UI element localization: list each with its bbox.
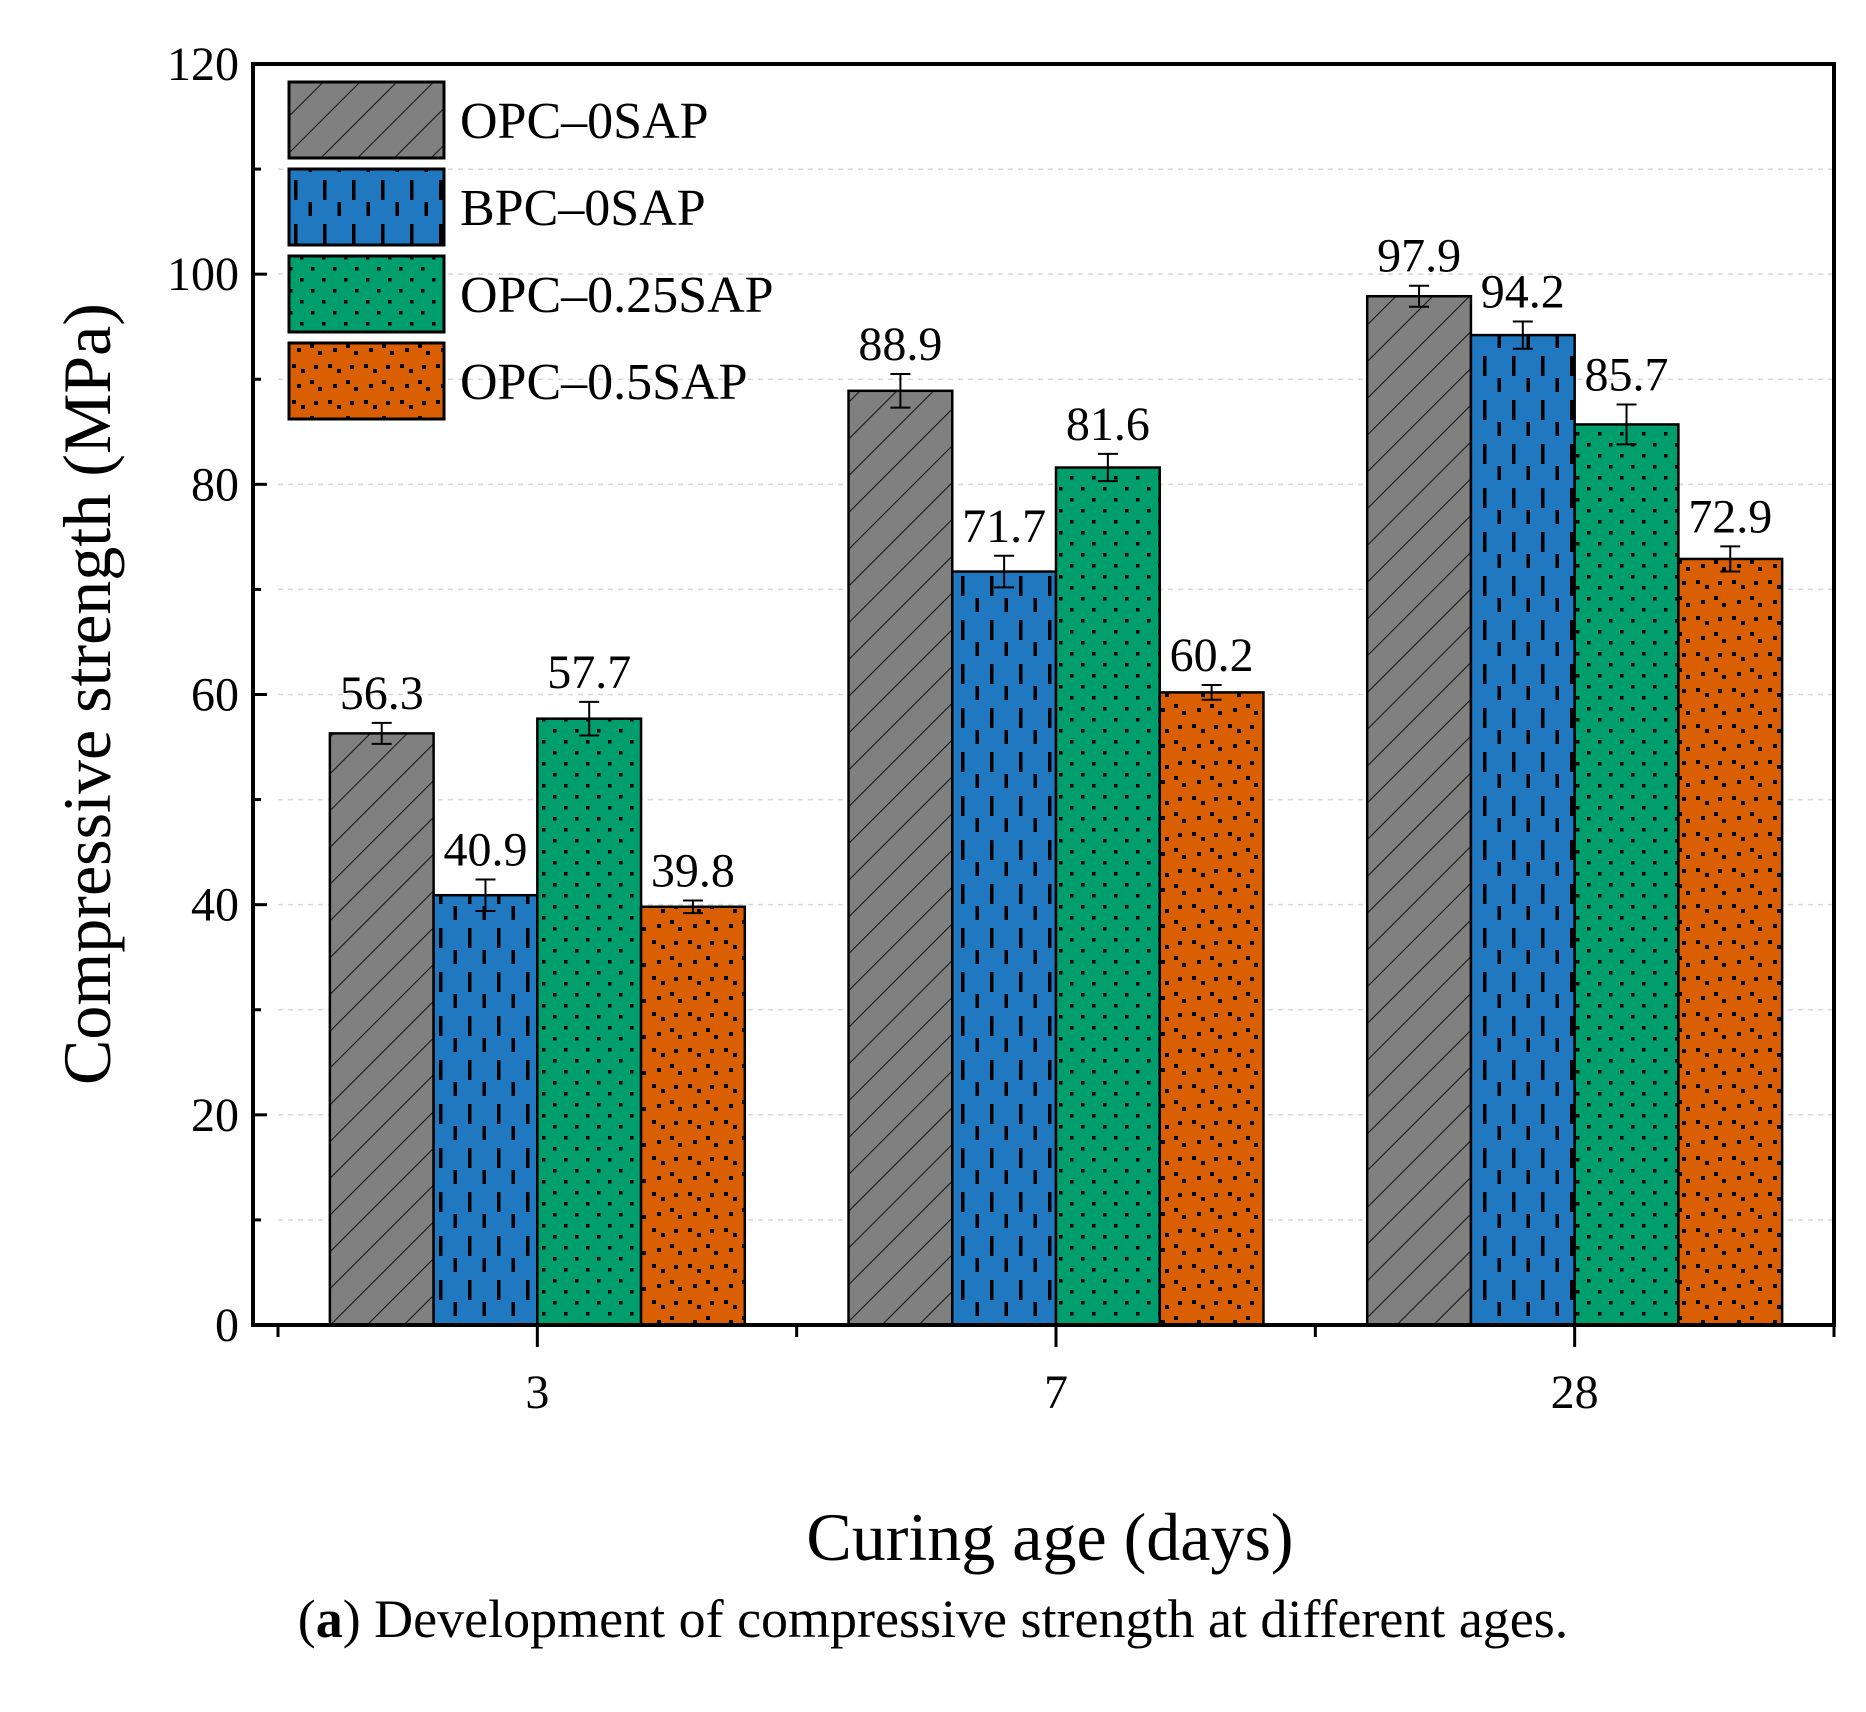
caption-text: Development of compressive strength at d… <box>360 1589 1569 1649</box>
legend-label: OPC–0SAP <box>460 93 709 150</box>
data-label: 72.9 <box>1688 490 1772 543</box>
y-axis-title: Compressive strength (MPa) <box>49 303 125 1085</box>
bar <box>847 389 954 1327</box>
bar <box>1677 557 1784 1327</box>
x-axis-title: Curing age (days) <box>806 1499 1293 1575</box>
y-axis: 0 20 40 60 80 100 120 <box>167 38 267 1352</box>
error-bar <box>1097 452 1118 483</box>
x-axis: 3 7 28 <box>276 1323 1836 1419</box>
x-tick-label: 3 <box>525 1366 549 1419</box>
error-bar <box>1512 320 1533 350</box>
bar <box>951 570 1058 1327</box>
bar <box>432 893 539 1327</box>
x-tick-label: 28 <box>1551 1366 1599 1419</box>
y-tick-label: 60 <box>191 669 239 722</box>
x-tick-label: 7 <box>1044 1366 1068 1419</box>
error-bar <box>371 721 392 745</box>
y-tick-label: 120 <box>167 38 239 91</box>
figure-caption: (a) Development of compressive strength … <box>297 1589 1569 1649</box>
error-bar <box>1616 403 1637 446</box>
error-bar <box>1720 545 1741 573</box>
bars <box>328 294 1784 1327</box>
data-label: 40.9 <box>443 823 527 876</box>
bar <box>1054 466 1161 1327</box>
bar <box>536 717 643 1327</box>
bar <box>1573 423 1680 1327</box>
error-bar <box>1201 684 1222 701</box>
error-bars <box>371 284 1741 915</box>
legend-label: OPC–0.25SAP <box>460 267 774 324</box>
value-labels: 56.3 88.9 97.9 40.9 71.7 94.2 57.7 81.6 85.7 39.8… <box>340 230 1773 898</box>
legend-label: BPC–0SAP <box>460 180 706 237</box>
bar <box>1365 294 1473 1327</box>
y-tick-label: 100 <box>167 248 239 301</box>
data-label: 88.9 <box>858 318 942 371</box>
data-label: 71.7 <box>962 500 1046 553</box>
data-label: 81.6 <box>1066 398 1150 451</box>
bar <box>328 732 435 1327</box>
data-label: 85.7 <box>1585 348 1669 401</box>
legend-swatch <box>287 254 446 334</box>
y-tick-label: 0 <box>215 1299 239 1352</box>
legend-label: OPC–0.5SAP <box>460 354 748 411</box>
error-bar <box>475 878 496 912</box>
error-bar <box>682 899 703 915</box>
legend-swatch <box>287 80 446 160</box>
data-label: 39.8 <box>651 844 735 897</box>
legend-swatch <box>287 167 446 247</box>
error-bar <box>579 700 600 737</box>
legend-swatch <box>287 341 446 421</box>
legend: OPC–0SAP BPC–0SAP OPC–0.25SAP OPC–0.5SAP <box>287 80 774 421</box>
data-label: 60.2 <box>1170 629 1254 682</box>
data-label: 94.2 <box>1481 265 1565 318</box>
y-tick-label: 40 <box>191 879 239 932</box>
error-bar <box>890 372 911 409</box>
error-bar <box>994 554 1015 589</box>
bar <box>1158 691 1265 1327</box>
bar <box>1469 333 1576 1327</box>
caption-label: a <box>315 1589 343 1649</box>
data-label: 56.3 <box>340 667 424 720</box>
bar <box>639 905 747 1327</box>
y-tick-label: 20 <box>191 1089 239 1142</box>
data-label: 97.9 <box>1377 230 1461 283</box>
y-tick-label: 80 <box>191 458 239 511</box>
error-bar <box>1409 284 1430 308</box>
data-label: 57.7 <box>547 646 631 699</box>
